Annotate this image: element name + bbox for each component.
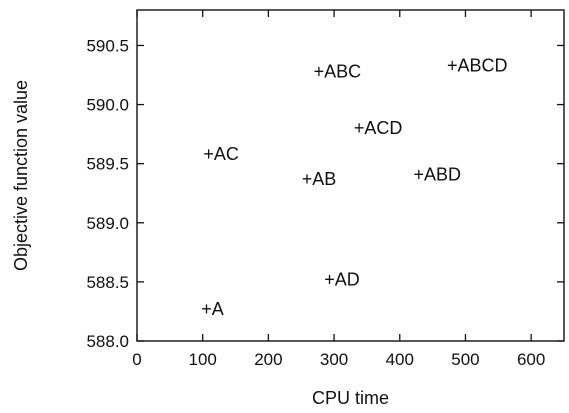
x-tick-label: 200 [254,350,282,369]
y-tick-label: 588.5 [86,273,129,292]
x-tick-label: 500 [451,350,479,369]
y-tick-label: 589.0 [86,214,129,233]
y-tick-label: 590.5 [86,36,129,55]
y-tick-label: 588.0 [86,332,129,351]
data-points: +A +AC +AB +AD +ABC +ACD +ABD +ABCD [201,56,507,320]
y-tick-label: 589.5 [86,155,129,174]
point-abd: +ABD [413,164,461,184]
y-axis: 588.0 588.5 589.0 589.5 590.0 590.5 [86,36,564,351]
x-tick-label: 300 [320,350,348,369]
point-ab: +AB [302,169,337,189]
x-tick-label: 400 [386,350,414,369]
point-ac: +AC [203,144,239,164]
x-axis: 0 100 200 300 400 500 600 [132,10,545,369]
x-axis-title: CPU time [312,388,389,408]
point-acd: +ACD [354,118,403,138]
y-axis-title: Objective function value [11,80,31,271]
x-tick-label: 0 [132,350,141,369]
point-abcd: +ABCD [447,56,508,76]
x-tick-label: 100 [189,350,217,369]
x-tick-label: 600 [517,350,545,369]
plot-frame [136,9,565,342]
point-a: +A [201,299,224,319]
y-tick-label: 590.0 [86,96,129,115]
point-abc: +ABC [314,61,362,81]
point-ad: +AD [324,270,360,290]
